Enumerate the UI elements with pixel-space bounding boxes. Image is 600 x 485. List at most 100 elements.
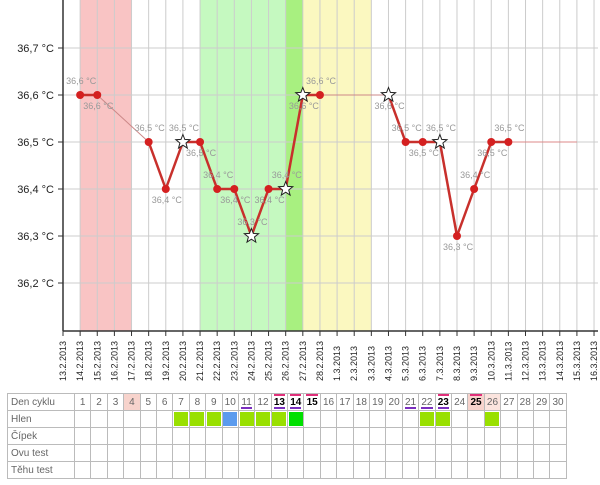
entry-cell[interactable]: [237, 410, 256, 428]
day-cell[interactable]: 1: [73, 393, 92, 411]
entry-cell[interactable]: [172, 427, 190, 445]
entry-cell[interactable]: [106, 427, 125, 445]
day-cell[interactable]: 4: [123, 393, 141, 411]
day-cell[interactable]: 25: [467, 393, 485, 411]
day-cell[interactable]: 14: [287, 393, 305, 411]
entry-cell[interactable]: [205, 410, 223, 428]
entry-cell[interactable]: [73, 427, 92, 445]
entry-cell[interactable]: [254, 427, 272, 445]
day-cell[interactable]: 11: [237, 393, 256, 411]
entry-cell[interactable]: [532, 461, 551, 479]
entry-cell[interactable]: [90, 410, 108, 428]
entry-cell[interactable]: [483, 461, 502, 479]
day-cell[interactable]: 28: [516, 393, 534, 411]
entry-cell[interactable]: [254, 444, 272, 462]
entry-cell[interactable]: [467, 427, 485, 445]
entry-cell[interactable]: [303, 427, 321, 445]
entry-cell[interactable]: [500, 410, 518, 428]
entry-cell[interactable]: [188, 427, 207, 445]
day-cell[interactable]: 6: [155, 393, 174, 411]
entry-cell[interactable]: [303, 410, 321, 428]
entry-cell[interactable]: [139, 410, 157, 428]
entry-cell[interactable]: [401, 410, 420, 428]
entry-cell[interactable]: [205, 427, 223, 445]
entry-cell[interactable]: [237, 461, 256, 479]
entry-cell[interactable]: [352, 427, 371, 445]
entry-cell[interactable]: [549, 444, 567, 462]
entry-cell[interactable]: [319, 427, 338, 445]
entry-cell[interactable]: [106, 444, 125, 462]
entry-cell[interactable]: [188, 410, 207, 428]
entry-cell[interactable]: [549, 410, 567, 428]
entry-cell[interactable]: [434, 427, 452, 445]
entry-cell[interactable]: [303, 444, 321, 462]
entry-cell[interactable]: [516, 410, 534, 428]
day-cell[interactable]: 19: [369, 393, 387, 411]
day-cell[interactable]: 29: [532, 393, 551, 411]
entry-cell[interactable]: [500, 461, 518, 479]
day-cell[interactable]: 23: [434, 393, 452, 411]
entry-cell[interactable]: [287, 427, 305, 445]
entry-cell[interactable]: [450, 444, 469, 462]
entry-cell[interactable]: [450, 461, 469, 479]
entry-cell[interactable]: [401, 461, 420, 479]
entry-cell[interactable]: [221, 444, 239, 462]
entry-cell[interactable]: [385, 427, 403, 445]
entry-cell[interactable]: [549, 461, 567, 479]
entry-cell[interactable]: [450, 427, 469, 445]
day-cell[interactable]: 15: [303, 393, 321, 411]
entry-cell[interactable]: [352, 410, 371, 428]
entry-cell[interactable]: [483, 427, 502, 445]
entry-cell[interactable]: [123, 444, 141, 462]
entry-cell[interactable]: [418, 461, 436, 479]
entry-cell[interactable]: [369, 461, 387, 479]
entry-cell[interactable]: [434, 461, 452, 479]
entry-cell[interactable]: [188, 461, 207, 479]
entry-cell[interactable]: [352, 461, 371, 479]
entry-cell[interactable]: [221, 427, 239, 445]
entry-cell[interactable]: [139, 461, 157, 479]
entry-cell[interactable]: [172, 461, 190, 479]
entry-cell[interactable]: [434, 444, 452, 462]
entry-cell[interactable]: [418, 427, 436, 445]
entry-cell[interactable]: [90, 461, 108, 479]
entry-cell[interactable]: [336, 461, 354, 479]
day-cell[interactable]: 26: [483, 393, 502, 411]
entry-cell[interactable]: [434, 410, 452, 428]
day-cell[interactable]: 9: [205, 393, 223, 411]
entry-cell[interactable]: [500, 444, 518, 462]
day-cell[interactable]: 12: [254, 393, 272, 411]
entry-cell[interactable]: [123, 461, 141, 479]
entry-cell[interactable]: [155, 410, 174, 428]
entry-cell[interactable]: [237, 444, 256, 462]
day-cell[interactable]: 18: [352, 393, 371, 411]
entry-cell[interactable]: [336, 410, 354, 428]
entry-cell[interactable]: [450, 410, 469, 428]
entry-cell[interactable]: [106, 410, 125, 428]
entry-cell[interactable]: [483, 410, 502, 428]
day-cell[interactable]: 3: [106, 393, 125, 411]
entry-cell[interactable]: [155, 444, 174, 462]
entry-cell[interactable]: [221, 461, 239, 479]
entry-cell[interactable]: [106, 461, 125, 479]
entry-cell[interactable]: [155, 427, 174, 445]
entry-cell[interactable]: [418, 444, 436, 462]
entry-cell[interactable]: [270, 410, 289, 428]
entry-cell[interactable]: [516, 444, 534, 462]
entry-cell[interactable]: [221, 410, 239, 428]
entry-cell[interactable]: [73, 410, 92, 428]
entry-cell[interactable]: [467, 410, 485, 428]
entry-cell[interactable]: [352, 444, 371, 462]
entry-cell[interactable]: [319, 461, 338, 479]
entry-cell[interactable]: [287, 410, 305, 428]
entry-cell[interactable]: [483, 444, 502, 462]
entry-cell[interactable]: [516, 427, 534, 445]
entry-cell[interactable]: [90, 444, 108, 462]
day-cell[interactable]: 30: [549, 393, 567, 411]
entry-cell[interactable]: [467, 444, 485, 462]
entry-cell[interactable]: [254, 461, 272, 479]
entry-cell[interactable]: [155, 461, 174, 479]
entry-cell[interactable]: [385, 444, 403, 462]
entry-cell[interactable]: [123, 427, 141, 445]
entry-cell[interactable]: [401, 427, 420, 445]
